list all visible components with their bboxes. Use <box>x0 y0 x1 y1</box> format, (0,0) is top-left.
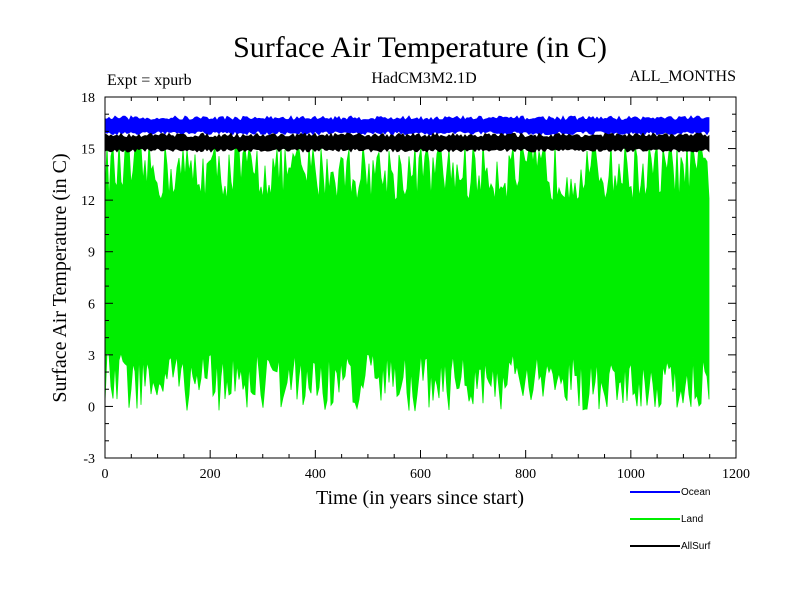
plot-frame <box>104 96 737 459</box>
series-land <box>104 141 710 412</box>
legend-label-allsurf: AllSurf <box>681 541 711 552</box>
model-label: HadCM3M2.1D <box>371 70 476 87</box>
y-tick-label: 6 <box>88 297 95 312</box>
y-tick-label: -3 <box>83 452 95 467</box>
experiment-label: Expt = xpurb <box>107 72 192 89</box>
x-tick-label: 0 <box>102 467 109 482</box>
series-ocean <box>104 115 710 136</box>
y-axis-label: Surface Air Temperature (in C) <box>49 153 71 402</box>
y-tick-label: 15 <box>81 143 95 158</box>
legend-label-ocean: Ocean <box>681 487 710 498</box>
y-tick-label: 12 <box>81 194 95 209</box>
x-tick-label: 1000 <box>617 467 645 482</box>
months-label: ALL_MONTHS <box>629 68 736 85</box>
x-tick-label: 200 <box>200 467 221 482</box>
series-layer <box>104 115 710 412</box>
y-tick-label: 3 <box>88 349 95 364</box>
x-tick-label: 600 <box>410 467 431 482</box>
legend-label-land: Land <box>681 514 703 525</box>
series-allsurf <box>104 132 710 153</box>
x-tick-label: 400 <box>305 467 326 482</box>
y-tick-label: 9 <box>88 246 95 261</box>
x-tick-label: 800 <box>515 467 536 482</box>
y-tick-label: 0 <box>88 400 95 415</box>
legend: Ocean Land AllSurf <box>630 487 711 552</box>
x-axis-label: Time (in years since start) <box>316 487 524 509</box>
chart-title: Surface Air Temperature (in C) <box>233 31 607 64</box>
x-tick-label: 1200 <box>722 467 750 482</box>
axes: 0 200 400 600 800 1000 1200 -3 0 3 6 9 12 15 18 <box>81 91 750 482</box>
y-tick-label: 18 <box>81 91 95 106</box>
